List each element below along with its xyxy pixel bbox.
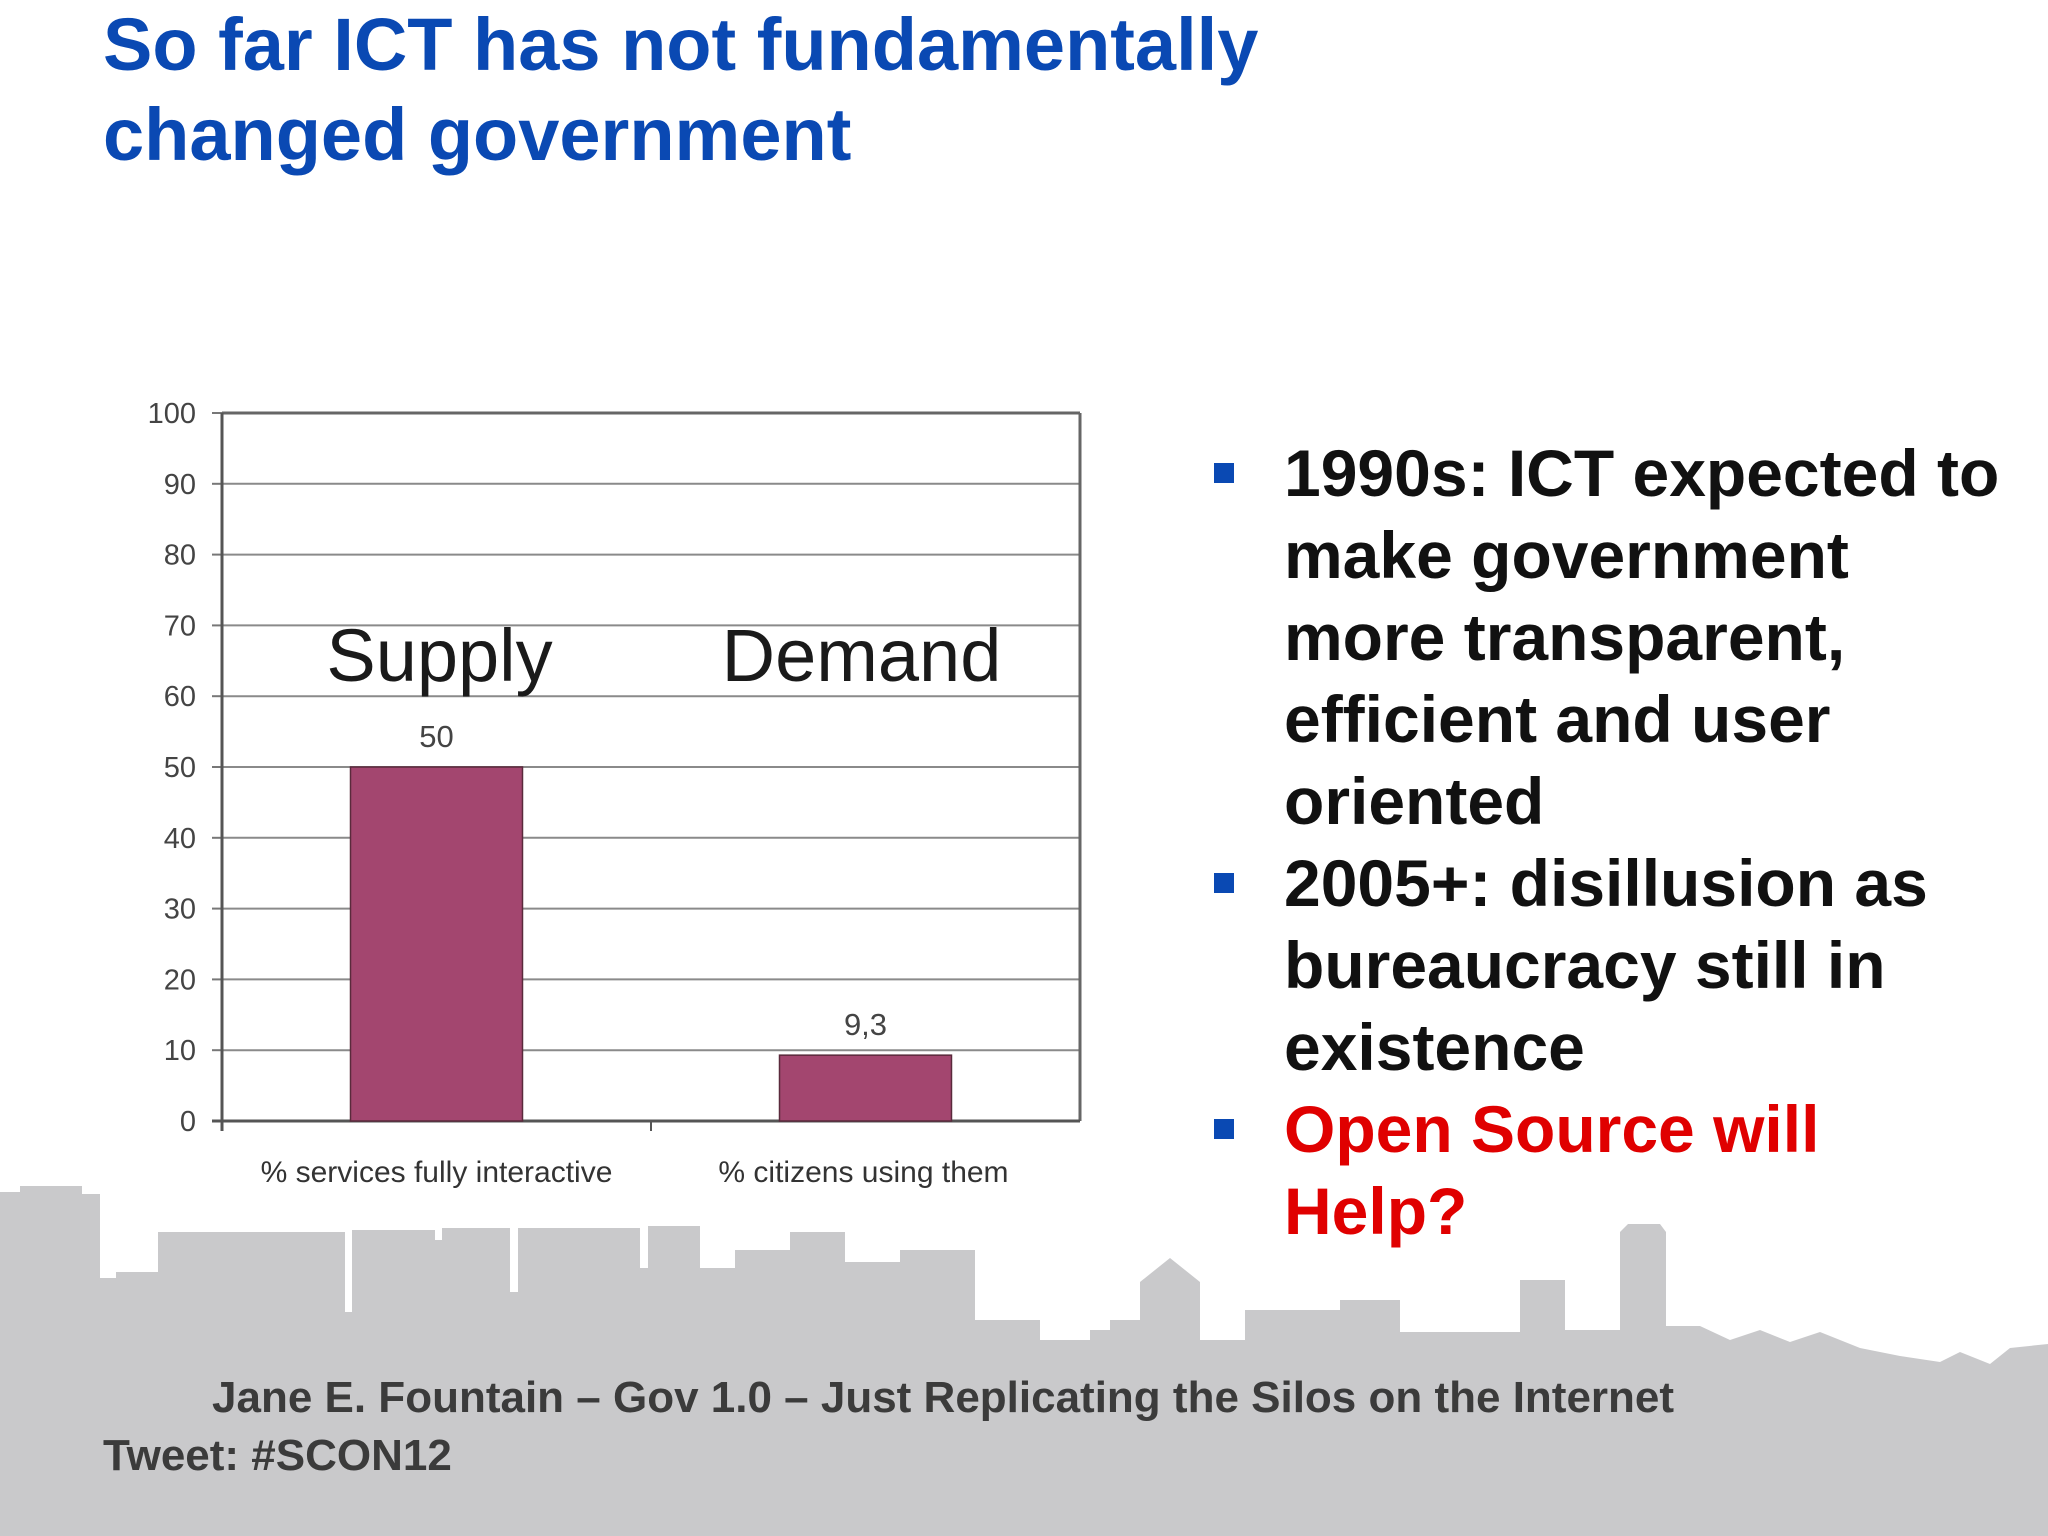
slide-title-line-2: changed government	[103, 93, 852, 176]
bullet-text: 2005+: disillusion as bureaucracy still …	[1284, 846, 1928, 1084]
bar	[778, 1054, 953, 1122]
y-tick-label: 90	[164, 469, 196, 501]
y-tick-label: 70	[164, 610, 196, 642]
square-bullet-icon	[1214, 1119, 1234, 1139]
square-bullet-icon	[1214, 463, 1234, 483]
slide-title-line-1: So far ICT has not fundamentally	[103, 3, 1259, 86]
slide-title: So far ICT has not fundamentally changed…	[103, 0, 1603, 180]
citation-text: Jane E. Fountain – Gov 1.0 – Just Replic…	[212, 1373, 1675, 1422]
y-tick-label: 10	[164, 1035, 196, 1067]
data-label: 9,3	[844, 1007, 887, 1042]
y-tick-label: 60	[164, 681, 196, 713]
data-label: 50	[419, 719, 453, 754]
x-tick-label: % services fully interactive	[261, 1156, 613, 1189]
y-tick-label: 100	[148, 398, 196, 430]
y-tick-label: 20	[164, 964, 196, 996]
category-header: Demand	[722, 614, 1002, 697]
category-header: Supply	[326, 614, 552, 697]
bar	[349, 766, 524, 1122]
bullet-item-2005: 2005+: disillusion as bureaucracy still …	[1200, 842, 2020, 1088]
y-tick-label: 30	[164, 894, 196, 926]
y-tick-label: 80	[164, 540, 196, 572]
y-tick-label: 0	[180, 1106, 196, 1138]
slide-footer: Jane E. Fountain – Gov 1.0 – Just Replic…	[103, 1368, 1674, 1484]
bullet-item-open-source: Open Source will Help?	[1200, 1088, 2020, 1252]
square-bullet-icon	[1214, 873, 1234, 893]
x-tick-label: % citizens using them	[718, 1156, 1008, 1189]
y-tick-label: 50	[164, 752, 196, 784]
tweet-hashtag: Tweet: #SCON12	[103, 1431, 452, 1480]
bullet-text: 1990s: ICT expected to make government m…	[1284, 436, 2000, 838]
bullet-item-1990s: 1990s: ICT expected to make government m…	[1200, 432, 2020, 842]
skyline-silhouette	[0, 1186, 2048, 1536]
y-tick-label: 40	[164, 823, 196, 855]
bullet-text: Open Source will Help?	[1284, 1092, 1820, 1248]
bullet-list: 1990s: ICT expected to make government m…	[1200, 432, 2020, 1252]
